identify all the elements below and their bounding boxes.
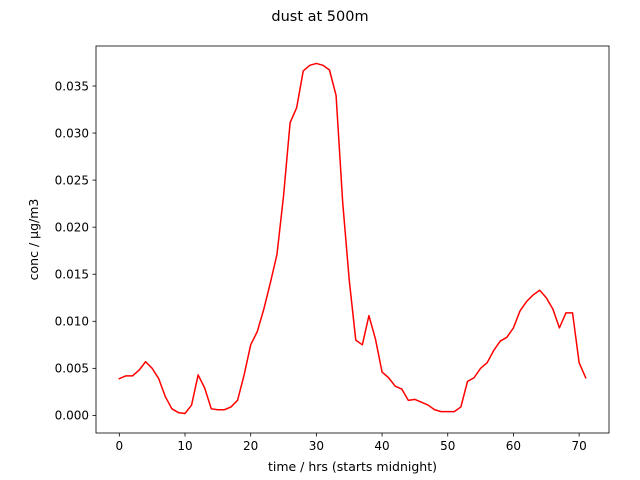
- x-tick-label: 70: [571, 439, 586, 453]
- x-tick-label: 30: [309, 439, 324, 453]
- y-tick-label: 0.000: [55, 409, 89, 423]
- x-tick-label: 50: [440, 439, 455, 453]
- y-tick-label: 0.005: [55, 362, 89, 376]
- plot-area: 0 10 20 30 40 50 60 70 0.000 0.005 0.010 0.015 0.020…: [55, 45, 610, 453]
- x-axis-label: time / hrs (starts midnight): [268, 459, 437, 474]
- x-tick-label: 10: [177, 439, 192, 453]
- chart-title: dust at 500m: [271, 9, 368, 25]
- series-layer: [118, 62, 587, 415]
- series-line-0: [118, 62, 587, 415]
- y-tick-label: 0.020: [55, 220, 89, 234]
- y-tick-label: 0.035: [55, 79, 89, 93]
- y-tick-label: 0.010: [55, 315, 89, 329]
- x-tick-label: 40: [374, 439, 389, 453]
- x-tick-label: 60: [506, 439, 521, 453]
- x-tick-label: 20: [243, 439, 258, 453]
- y-tick-label: 0.030: [55, 126, 89, 140]
- y-tick-label: 0.025: [55, 173, 89, 187]
- x-tick-label: 0: [115, 439, 123, 453]
- y-tick-label: 0.015: [55, 268, 89, 282]
- y-axis-label: conc / µg/m3: [26, 199, 41, 281]
- ticks-layer: 0 10 20 30 40 50 60 70 0.000 0.005 0.010 0.015 0.020…: [55, 79, 587, 453]
- axes-frame: [95, 45, 610, 434]
